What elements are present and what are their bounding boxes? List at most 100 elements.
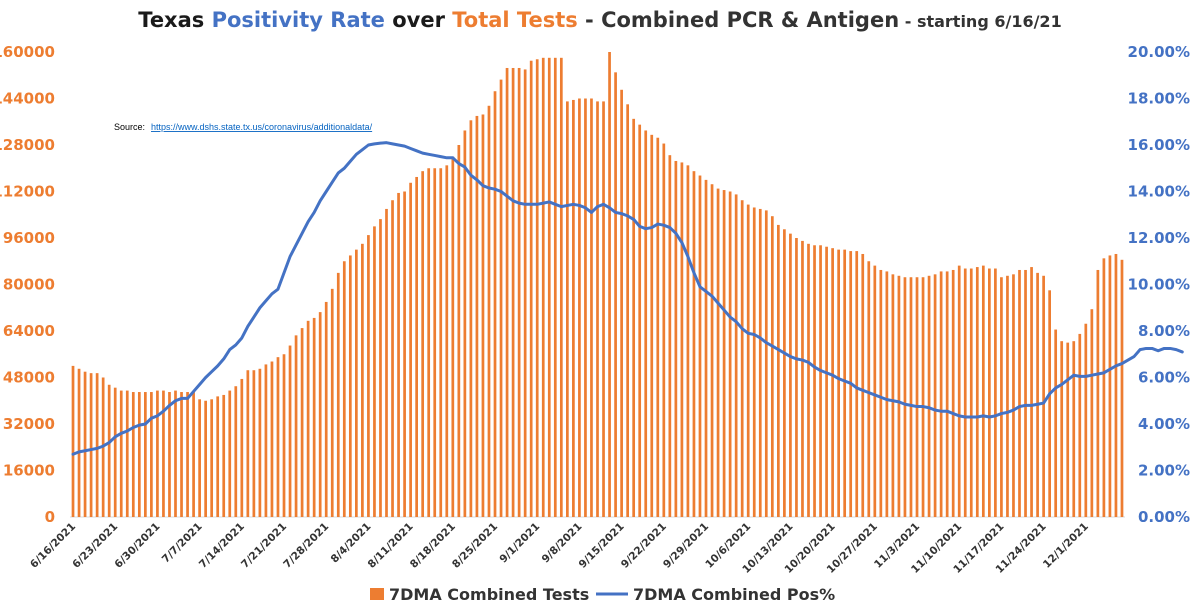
bar	[638, 124, 642, 517]
x-tick-label: 8/4/2021	[329, 521, 374, 566]
bar	[547, 57, 551, 518]
bar	[831, 248, 834, 518]
bar	[951, 269, 955, 517]
source-link[interactable]: https://www.dshs.state.tx.us/coronavirus…	[151, 122, 373, 132]
bar	[439, 168, 443, 517]
bar	[125, 390, 129, 517]
bar	[680, 162, 684, 517]
bar	[825, 246, 828, 517]
bar	[397, 192, 400, 517]
bar	[1090, 309, 1094, 517]
bar	[336, 272, 340, 518]
legend-label-tests: 7DMA Combined Tests	[389, 585, 589, 604]
bar	[150, 392, 153, 517]
bar	[210, 399, 214, 517]
bar	[891, 274, 895, 517]
bar	[927, 275, 931, 517]
bar	[770, 216, 774, 517]
bar	[596, 101, 599, 517]
bar	[342, 261, 346, 517]
bar	[969, 268, 973, 517]
bar	[716, 188, 720, 517]
bar	[192, 392, 195, 517]
x-tick-label: 7/28/2021	[281, 521, 331, 571]
bar	[722, 190, 726, 518]
right-tick-label: 4.00%	[1138, 415, 1190, 433]
bar	[174, 390, 177, 517]
bar	[421, 171, 425, 517]
bar	[228, 390, 232, 517]
bar	[590, 98, 593, 517]
bar	[240, 378, 244, 517]
bar	[553, 57, 557, 518]
bar	[994, 268, 997, 517]
bar	[728, 191, 732, 517]
bar	[300, 328, 304, 517]
bar	[162, 390, 165, 517]
legend: 7DMA Combined Tests 7DMA Combined Pos%	[370, 585, 835, 604]
left-tick-label: 144000	[0, 90, 55, 108]
bar	[915, 277, 919, 517]
bar	[258, 368, 262, 517]
bar	[656, 137, 660, 518]
left-tick-label: 128000	[0, 136, 55, 154]
bar	[1096, 269, 1100, 517]
bar	[451, 156, 455, 518]
bar	[704, 179, 708, 518]
bar	[921, 277, 925, 517]
x-axis: 6/16/20216/23/20216/30/20217/7/20217/14/…	[28, 521, 1091, 576]
bar	[764, 210, 768, 517]
right-tick-label: 20.00%	[1128, 43, 1190, 61]
bar	[415, 176, 418, 517]
bar	[566, 101, 569, 517]
source-note: Source: https://www.dshs.state.tx.us/cor…	[114, 122, 373, 132]
left-tick-label: 160000	[0, 43, 55, 61]
bar	[957, 265, 961, 517]
legend-label-positivity: 7DMA Combined Pos%	[633, 585, 835, 604]
bar	[620, 89, 623, 517]
bar	[294, 335, 298, 517]
bar	[1078, 333, 1082, 517]
title-part-2: over	[385, 8, 452, 32]
left-tick-label: 48000	[3, 369, 55, 387]
bar	[692, 171, 696, 517]
bar	[963, 268, 967, 517]
bar	[578, 98, 581, 517]
bar	[89, 373, 93, 517]
bar	[379, 219, 382, 518]
bar	[1120, 259, 1124, 517]
bar	[879, 269, 883, 517]
bar	[1114, 253, 1118, 518]
bar	[222, 394, 226, 517]
title-part-3: Total Tests	[452, 8, 578, 32]
bar	[903, 277, 907, 517]
bar	[535, 59, 539, 518]
bar	[981, 265, 985, 517]
bar	[933, 274, 937, 517]
bar	[1102, 258, 1106, 517]
left-axis: 0 16000 32000 48000 64000 80000 96000 112000 128…	[0, 43, 55, 526]
bar	[945, 271, 949, 517]
bar	[837, 249, 840, 518]
left-tick-label: 80000	[3, 276, 55, 294]
right-tick-label: 14.00%	[1128, 183, 1190, 201]
right-tick-label: 6.00%	[1138, 369, 1190, 387]
bar	[710, 184, 714, 518]
bar	[282, 354, 286, 517]
bar	[385, 208, 388, 517]
title-part-0: Texas	[138, 8, 211, 32]
bar	[493, 91, 497, 517]
bar	[475, 115, 479, 517]
bar	[632, 118, 636, 517]
bar	[113, 387, 117, 517]
bar	[789, 233, 792, 517]
bar	[1006, 275, 1009, 517]
right-tick-label: 8.00%	[1138, 322, 1190, 340]
bar	[186, 392, 189, 517]
bar	[795, 238, 798, 517]
bar	[740, 200, 744, 517]
bar	[1024, 269, 1027, 517]
bar	[433, 168, 437, 517]
bar	[511, 67, 515, 517]
left-tick-label: 96000	[3, 229, 55, 247]
